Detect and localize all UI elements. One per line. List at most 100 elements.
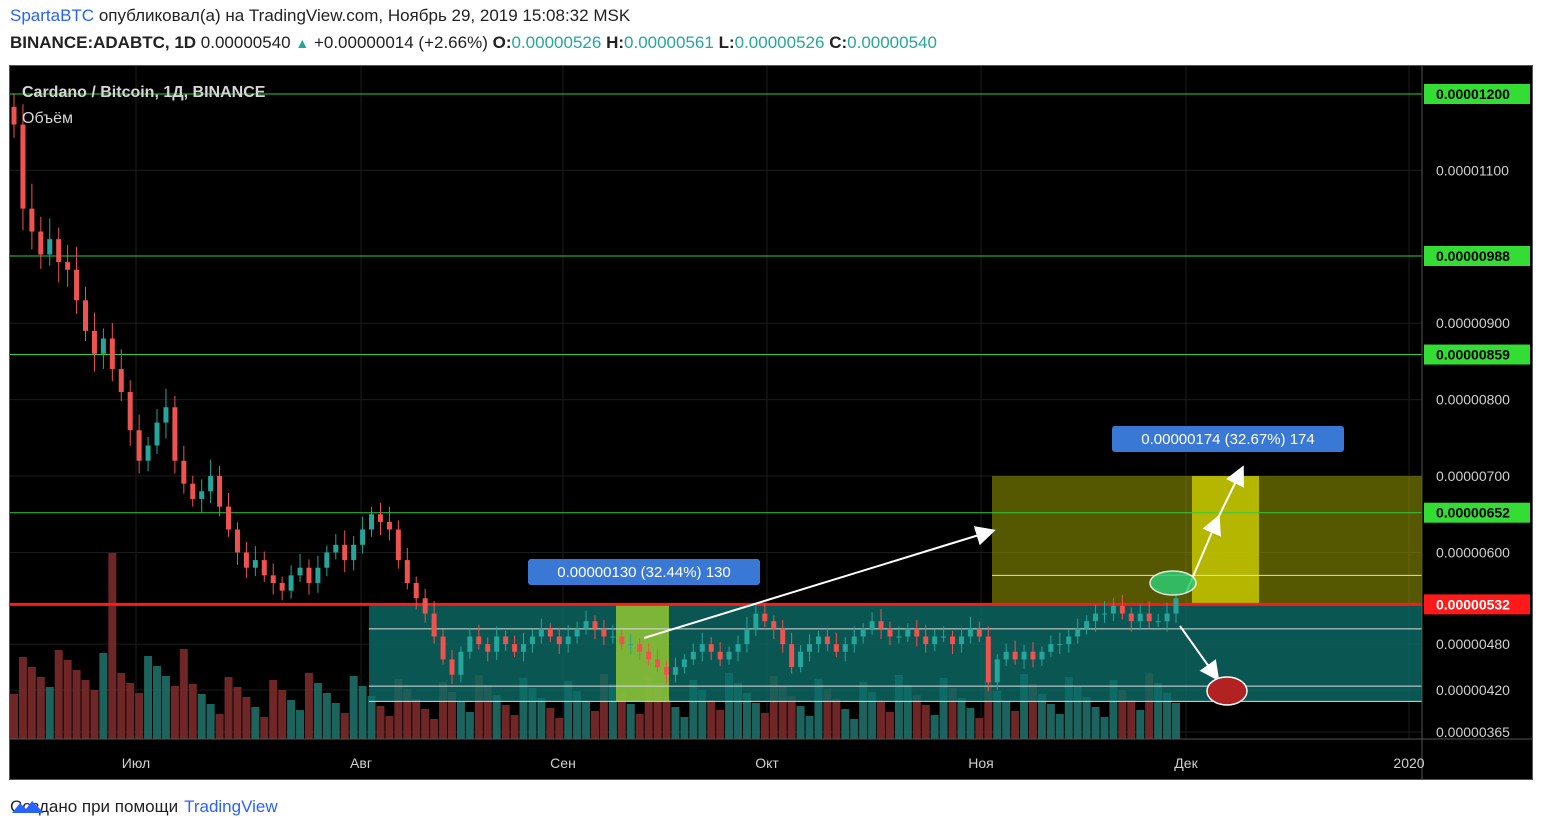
measure-label-1: 0.00000130 (32.44%) 130 (557, 564, 730, 581)
volume-bar (1020, 674, 1029, 739)
candle-body (923, 636, 929, 645)
candle-body (395, 529, 401, 561)
candle-body (753, 613, 759, 629)
candle-body (190, 483, 196, 499)
candle-body (592, 621, 598, 629)
volume-bar (340, 713, 349, 739)
author-link[interactable]: SpartaBTC (10, 6, 95, 25)
volume-bar (287, 700, 296, 739)
candle-body (65, 262, 71, 270)
candle-body (1003, 651, 1009, 660)
candle-body (333, 544, 339, 553)
volume-bar (412, 699, 421, 739)
candle-body (118, 369, 124, 392)
volume-bar (644, 677, 653, 739)
volume-bar (805, 716, 814, 739)
volume-bar (510, 715, 519, 739)
candle-body (744, 628, 750, 645)
candle-body (377, 514, 383, 522)
volume-bar (1136, 710, 1145, 739)
candle-body (1066, 636, 1072, 645)
low-label: L: (718, 33, 735, 52)
volume-bar (376, 706, 385, 739)
volume-bar (1172, 703, 1180, 739)
candle-body (699, 644, 705, 652)
candle-body (100, 338, 106, 354)
volume-bar (215, 714, 224, 739)
annotations: 0.00000130 (32.44%) 130 0.00000174 (32.67… (528, 426, 1344, 706)
candle-body (208, 476, 214, 492)
tradingview-link[interactable]: TradingView (184, 797, 278, 816)
volume-bar (769, 676, 778, 739)
measure-label-2-bg (1112, 426, 1344, 452)
volume-bar (1002, 701, 1011, 739)
volume-bar (1082, 697, 1091, 739)
candle-body (1101, 613, 1107, 615)
candle-body (243, 552, 249, 568)
candle-body (994, 659, 1000, 683)
volume-bar (242, 697, 251, 739)
volume-bar (1073, 687, 1082, 739)
candle-body (1128, 613, 1134, 622)
candle-body (860, 628, 866, 637)
volume-bar (885, 712, 894, 739)
candle-body (38, 231, 44, 255)
volume-bar (144, 656, 153, 739)
candle-body (941, 636, 947, 638)
volume-bar (993, 691, 1002, 739)
volume-bar (456, 702, 465, 739)
volume-bar (367, 696, 376, 739)
volume-bar (72, 670, 81, 739)
candle-body (601, 628, 607, 637)
candle-body (1146, 613, 1152, 622)
candle-body (798, 651, 804, 668)
volume-bar (296, 710, 305, 739)
level-badge (1424, 502, 1530, 523)
volume-bar (269, 680, 278, 739)
volume-bar (608, 684, 617, 739)
volume-bar (135, 693, 144, 739)
volume-bar (519, 678, 528, 739)
measure-label-2: 0.00000174 (32.67%) 174 (1141, 431, 1314, 448)
candle-body (109, 338, 115, 370)
price-chart[interactable]: 0.00000130 (32.44%) 130 0.00000174 (32.67… (10, 66, 1532, 779)
volume-bar (1100, 717, 1109, 739)
candle-body (1030, 651, 1036, 660)
high-label: H: (606, 33, 625, 52)
candle-body (449, 659, 455, 675)
candle-body (896, 636, 902, 638)
close-label: C: (829, 33, 848, 52)
candle-body (583, 621, 589, 629)
volume-bar (233, 687, 242, 739)
volume-bar (725, 673, 734, 739)
candle-body (386, 521, 392, 530)
volume-bar (313, 683, 322, 739)
candle-body (628, 644, 634, 646)
candle-body (574, 628, 580, 637)
candle-body (887, 628, 893, 637)
volume-bar (617, 694, 626, 739)
candle-body (547, 628, 553, 637)
candle-body (932, 636, 938, 645)
y-tick-label: 0.00000420 (1436, 682, 1510, 698)
volume-bar (957, 698, 966, 739)
candle-body (270, 575, 276, 584)
candle-body (664, 667, 670, 675)
candle-body (503, 636, 509, 645)
volume-bar (555, 718, 564, 739)
volume-bar (975, 718, 984, 739)
candle-body (494, 636, 500, 652)
candle-body (735, 644, 741, 652)
candle-body (690, 651, 696, 660)
candle-body (485, 644, 491, 652)
y-tick-label: 0.00000800 (1436, 392, 1510, 408)
volume-bar (474, 675, 483, 739)
volume-bar (734, 683, 743, 739)
candle-body (404, 560, 410, 584)
volume-bars (10, 553, 1180, 739)
volume-bar (689, 680, 698, 739)
chart-panel[interactable]: 0.00000130 (32.44%) 130 0.00000174 (32.67… (9, 65, 1533, 780)
volume-bar (751, 703, 760, 739)
volume-bar (90, 690, 99, 739)
level-badge-label: 0.00000532 (1436, 596, 1510, 612)
